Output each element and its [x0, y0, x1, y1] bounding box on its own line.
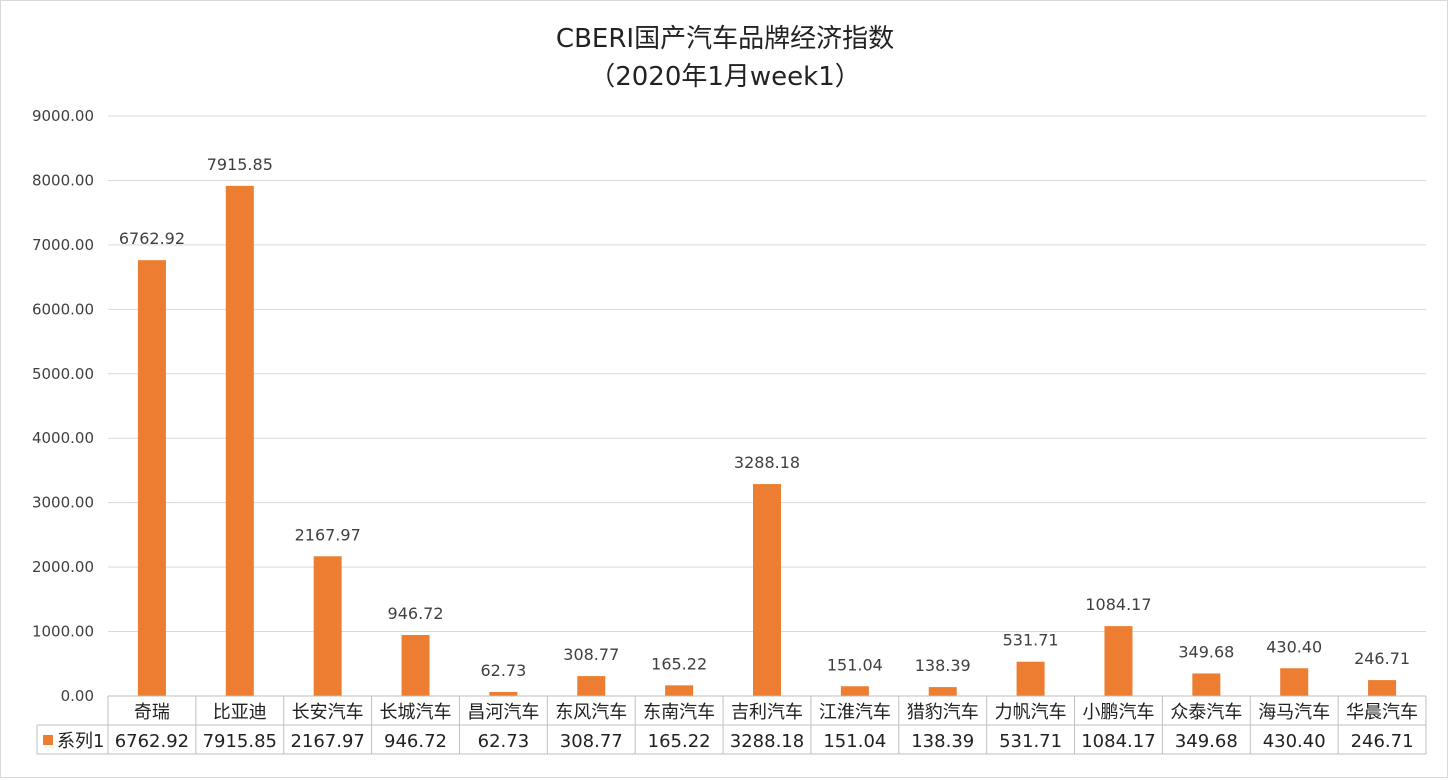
table-value: 7915.85	[203, 731, 277, 752]
data-label: 62.73	[480, 661, 526, 680]
table-value: 349.68	[1175, 731, 1238, 752]
category-label: 力帆汽车	[995, 702, 1067, 723]
table-value: 308.77	[560, 731, 623, 752]
table-value: 946.72	[384, 731, 447, 752]
y-tick-label: 8000.00	[32, 171, 94, 189]
data-label: 308.77	[563, 645, 619, 664]
table-value: 246.71	[1351, 731, 1414, 752]
data-label: 1084.17	[1085, 595, 1151, 614]
legend-series-name: 系列1	[57, 731, 104, 752]
table-value: 165.22	[648, 731, 711, 752]
data-label: 946.72	[388, 604, 444, 623]
table-value: 151.04	[823, 731, 886, 752]
chart-subtitle: （2020年1月week1）	[589, 62, 861, 92]
category-label: 昌河汽车	[467, 702, 539, 723]
data-label: 6762.92	[119, 229, 185, 248]
data-label: 165.22	[651, 654, 707, 673]
bar	[753, 484, 781, 696]
chart-title: CBERI国产汽车品牌经济指数	[555, 24, 895, 54]
bar	[489, 691, 518, 696]
y-tick-label: 3000.00	[32, 494, 94, 512]
data-label: 430.40	[1266, 637, 1322, 656]
bar	[313, 556, 342, 696]
bar	[1192, 673, 1221, 696]
category-label: 长城汽车	[380, 702, 452, 723]
category-label: 奇瑞	[134, 702, 170, 723]
data-label: 151.04	[827, 655, 883, 674]
table-value: 138.39	[911, 731, 974, 752]
data-label: 3288.18	[734, 453, 800, 472]
data-label: 7915.85	[207, 155, 273, 174]
table-value: 430.40	[1263, 731, 1326, 752]
bar	[577, 676, 606, 696]
bar	[1104, 626, 1133, 696]
bar	[928, 687, 957, 696]
table-value: 3288.18	[730, 731, 804, 752]
data-label: 246.71	[1354, 649, 1410, 668]
table-value: 62.73	[478, 731, 530, 752]
y-tick-label: 6000.00	[32, 300, 94, 318]
table-value: 1084.17	[1081, 731, 1155, 752]
bar	[1280, 668, 1309, 696]
bar	[225, 185, 254, 697]
category-label: 东风汽车	[555, 702, 627, 723]
data-label: 2167.97	[295, 525, 361, 544]
bar	[665, 685, 694, 696]
category-label: 长安汽车	[292, 702, 364, 723]
y-tick-label: 4000.00	[32, 429, 94, 447]
legend-swatch	[43, 735, 53, 745]
y-tick-label: 0.00	[61, 687, 94, 705]
bar	[401, 634, 430, 696]
bar	[840, 686, 869, 696]
y-tick-label: 1000.00	[32, 623, 94, 641]
table-value: 2167.97	[290, 731, 364, 752]
data-label: 349.68	[1178, 642, 1234, 661]
y-tick-label: 2000.00	[32, 558, 94, 576]
category-label: 海马汽车	[1258, 702, 1330, 723]
y-tick-label: 9000.00	[32, 107, 94, 125]
bar	[137, 260, 166, 696]
category-label: 猎豹汽车	[907, 702, 979, 723]
data-label: 531.71	[1003, 631, 1059, 650]
y-tick-label: 7000.00	[32, 236, 94, 254]
table-value: 6762.92	[115, 731, 189, 752]
category-label: 小鹏汽车	[1082, 702, 1154, 723]
category-label: 华晨汽车	[1346, 702, 1418, 723]
category-label: 比亚迪	[213, 702, 267, 723]
bar	[1016, 661, 1045, 696]
category-label: 江淮汽车	[819, 702, 891, 723]
table-value: 531.71	[999, 731, 1062, 752]
bar	[1368, 680, 1397, 696]
category-label: 东南汽车	[643, 702, 715, 723]
category-label: 众泰汽车	[1170, 702, 1242, 723]
category-label: 吉利汽车	[731, 702, 803, 723]
data-label: 138.39	[915, 656, 971, 675]
y-tick-label: 5000.00	[32, 365, 94, 383]
